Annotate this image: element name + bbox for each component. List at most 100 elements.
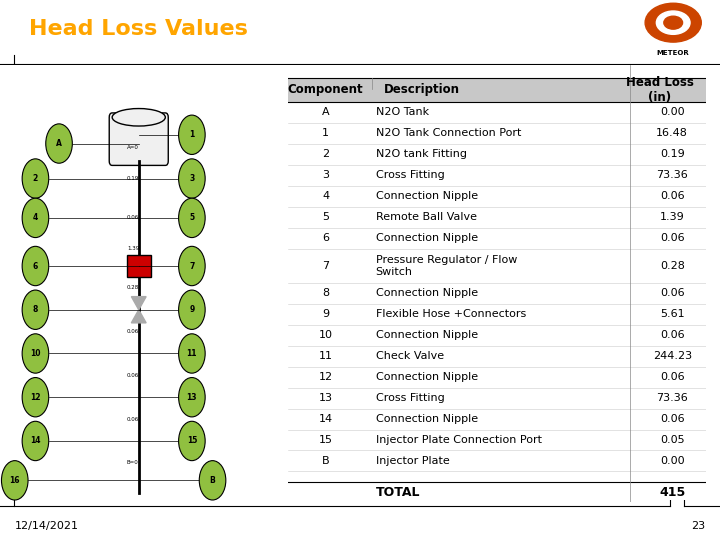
- Text: B: B: [210, 476, 215, 485]
- Text: Pressure Regulator / Flow
Switch: Pressure Regulator / Flow Switch: [376, 255, 517, 276]
- Text: 0.06: 0.06: [127, 416, 139, 422]
- FancyBboxPatch shape: [288, 78, 706, 102]
- Text: Component: Component: [288, 84, 364, 97]
- Text: Connection Nipple: Connection Nipple: [376, 414, 478, 424]
- Text: 7: 7: [189, 261, 194, 271]
- Text: 8: 8: [32, 305, 38, 314]
- Text: 9: 9: [322, 309, 329, 319]
- Text: 5.61: 5.61: [660, 309, 685, 319]
- Text: Cross Fitting: Cross Fitting: [376, 171, 444, 180]
- Text: 0.06: 0.06: [127, 329, 139, 334]
- Text: Connection Nipple: Connection Nipple: [376, 233, 478, 244]
- Circle shape: [179, 290, 205, 329]
- Text: N2O tank Fitting: N2O tank Fitting: [376, 150, 467, 159]
- FancyBboxPatch shape: [127, 255, 150, 277]
- Text: 0.06: 0.06: [127, 373, 139, 378]
- Text: B: B: [322, 456, 329, 466]
- Circle shape: [22, 290, 49, 329]
- Text: Flexible Hose +Connectors: Flexible Hose +Connectors: [376, 309, 526, 319]
- Ellipse shape: [112, 109, 166, 126]
- Text: B=0: B=0: [127, 460, 139, 465]
- Text: 2: 2: [322, 150, 329, 159]
- Text: 2: 2: [33, 174, 38, 183]
- Text: 1.39: 1.39: [127, 246, 139, 251]
- Text: 23: 23: [691, 521, 706, 531]
- Circle shape: [22, 198, 49, 238]
- Text: 0.28: 0.28: [660, 261, 685, 271]
- Text: Remote Ball Valve: Remote Ball Valve: [376, 212, 477, 222]
- Circle shape: [179, 115, 205, 154]
- Circle shape: [22, 377, 49, 417]
- Text: TOTAL: TOTAL: [376, 486, 420, 499]
- Text: METEOR: METEOR: [657, 50, 690, 56]
- Text: 415: 415: [659, 486, 685, 499]
- Text: Cross Fitting: Cross Fitting: [376, 393, 444, 403]
- Text: 12/14/2021: 12/14/2021: [14, 521, 78, 531]
- Text: Injector Plate: Injector Plate: [376, 456, 449, 466]
- Text: 9: 9: [189, 305, 194, 314]
- Text: A: A: [322, 107, 329, 118]
- Text: 0.00: 0.00: [660, 107, 685, 118]
- Text: 4: 4: [322, 192, 329, 201]
- Text: A=0: A=0: [127, 145, 139, 151]
- Circle shape: [179, 377, 205, 417]
- Circle shape: [664, 16, 683, 29]
- Circle shape: [645, 3, 701, 42]
- Text: 0.00: 0.00: [660, 456, 685, 466]
- Text: Head Loss
(in): Head Loss (in): [626, 76, 693, 104]
- Circle shape: [22, 246, 49, 286]
- Circle shape: [1, 461, 28, 500]
- Text: 12: 12: [30, 393, 40, 402]
- Text: Connection Nipple: Connection Nipple: [376, 330, 478, 340]
- Text: 16: 16: [9, 476, 20, 485]
- Circle shape: [22, 421, 49, 461]
- Text: 0.06: 0.06: [127, 215, 139, 220]
- Text: 0.06: 0.06: [660, 233, 685, 244]
- Text: 244.23: 244.23: [652, 351, 692, 361]
- Text: 15: 15: [186, 436, 197, 446]
- Text: 4: 4: [33, 213, 38, 222]
- Text: 3: 3: [189, 174, 194, 183]
- Text: 6: 6: [33, 261, 38, 271]
- Text: 0.05: 0.05: [660, 435, 685, 445]
- Circle shape: [179, 198, 205, 238]
- Text: 13: 13: [186, 393, 197, 402]
- Circle shape: [46, 124, 72, 163]
- Text: 14: 14: [30, 436, 40, 446]
- Text: N2O Tank Connection Port: N2O Tank Connection Port: [376, 129, 521, 138]
- Text: 10: 10: [318, 330, 333, 340]
- Text: 1: 1: [322, 129, 329, 138]
- Circle shape: [22, 334, 49, 373]
- Text: 16.48: 16.48: [656, 129, 688, 138]
- Text: 15: 15: [318, 435, 333, 445]
- Text: 0.19: 0.19: [660, 150, 685, 159]
- Text: Injector Plate Connection Port: Injector Plate Connection Port: [376, 435, 541, 445]
- Text: Check Valve: Check Valve: [376, 351, 444, 361]
- Text: N2O Tank: N2O Tank: [376, 107, 429, 118]
- Text: 1: 1: [189, 130, 194, 139]
- Circle shape: [657, 11, 690, 35]
- Text: 5: 5: [189, 213, 194, 222]
- Circle shape: [179, 246, 205, 286]
- Text: 14: 14: [318, 414, 333, 424]
- Text: 0.19: 0.19: [127, 176, 139, 181]
- Text: 13: 13: [318, 393, 333, 403]
- Text: 5: 5: [322, 212, 329, 222]
- Text: 0.06: 0.06: [660, 372, 685, 382]
- Text: 6: 6: [322, 233, 329, 244]
- Text: Connection Nipple: Connection Nipple: [376, 192, 478, 201]
- Circle shape: [22, 159, 49, 198]
- Text: A: A: [56, 139, 62, 148]
- Text: 8: 8: [322, 288, 329, 298]
- Circle shape: [199, 461, 226, 500]
- Polygon shape: [131, 310, 146, 323]
- Text: 12: 12: [318, 372, 333, 382]
- Text: 11: 11: [186, 349, 197, 358]
- Polygon shape: [131, 296, 146, 310]
- Text: 73.36: 73.36: [657, 393, 688, 403]
- Text: 1.39: 1.39: [660, 212, 685, 222]
- Text: Connection Nipple: Connection Nipple: [376, 288, 478, 298]
- Text: 0.06: 0.06: [660, 330, 685, 340]
- Circle shape: [179, 334, 205, 373]
- Circle shape: [179, 421, 205, 461]
